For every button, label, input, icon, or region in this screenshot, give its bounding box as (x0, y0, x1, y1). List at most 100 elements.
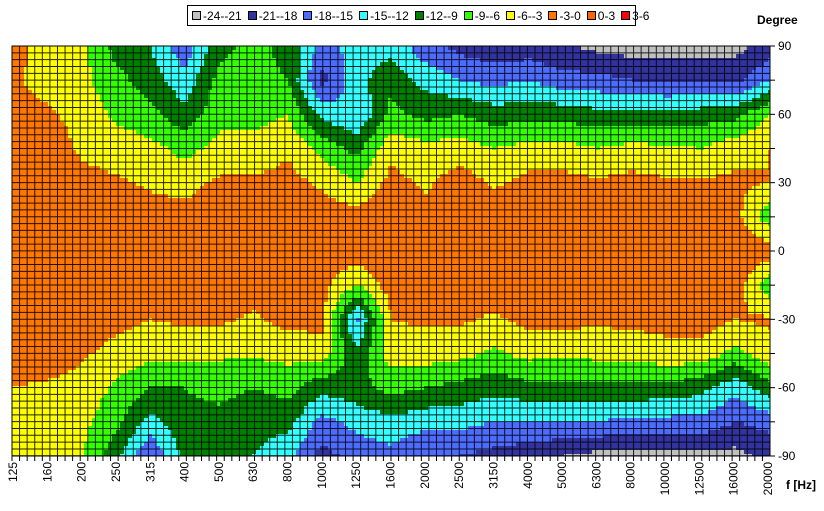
contour-cell (32, 134, 36, 138)
contour-cell (176, 438, 180, 442)
contour-cell (120, 362, 124, 366)
contour-cell (196, 342, 200, 346)
contour-cell (20, 438, 24, 442)
contour-cell (100, 350, 104, 354)
contour-cell (88, 282, 92, 286)
contour-cell (188, 46, 192, 50)
contour-cell (80, 378, 84, 382)
contour-cell (188, 90, 192, 94)
contour-cell (64, 114, 68, 118)
contour-cell (64, 198, 68, 202)
contour-cell (160, 366, 164, 370)
contour-cell (120, 278, 124, 282)
contour-cell (176, 366, 180, 370)
contour-cell (180, 370, 184, 374)
contour-cell (24, 162, 28, 166)
contour-cell (136, 118, 140, 122)
contour-cell (152, 210, 156, 214)
contour-cell (104, 150, 108, 154)
contour-cell (136, 378, 140, 382)
contour-cell (88, 50, 92, 54)
contour-cell (60, 66, 64, 70)
contour-cell (32, 438, 36, 442)
contour-cell (32, 294, 36, 298)
contour-cell (80, 330, 84, 334)
contour-cell (152, 234, 156, 238)
contour-cell (112, 314, 116, 318)
contour-cell (172, 134, 176, 138)
contour-cell (180, 230, 184, 234)
contour-cell (76, 226, 80, 230)
contour-cell (88, 442, 92, 446)
contour-cell (132, 350, 136, 354)
contour-cell (104, 374, 108, 378)
contour-cell (132, 366, 136, 370)
contour-cell (140, 362, 144, 366)
contour-cell (104, 102, 108, 106)
contour-cell (148, 206, 152, 210)
contour-cell (72, 314, 76, 318)
contour-cell (152, 390, 156, 394)
contour-cell (100, 294, 104, 298)
contour-cell (180, 162, 184, 166)
contour-cell (156, 238, 160, 242)
contour-cell (188, 246, 192, 250)
contour-cell (132, 414, 136, 418)
contour-cell (172, 46, 176, 50)
contour-cell (52, 330, 56, 334)
contour-cell (72, 46, 76, 50)
contour-cell (168, 454, 172, 456)
contour-cell (120, 98, 124, 102)
contour-cell (108, 314, 112, 318)
contour-cell (176, 190, 180, 194)
contour-cell (120, 422, 124, 426)
contour-cell (148, 278, 152, 282)
contour-cell (12, 306, 16, 310)
contour-cell (172, 182, 176, 186)
contour-cell (128, 246, 132, 250)
contour-cell (96, 54, 100, 58)
contour-cell (164, 214, 168, 218)
contour-cell (28, 326, 32, 330)
contour-cell (84, 214, 88, 218)
contour-cell (136, 322, 140, 326)
contour-cell (12, 294, 16, 298)
contour-cell (100, 378, 104, 382)
contour-cell (68, 434, 72, 438)
contour-cell (176, 402, 180, 406)
contour-cell (88, 434, 92, 438)
contour-cell (144, 114, 148, 118)
contour-cell (36, 86, 40, 90)
contour-cell (120, 50, 124, 54)
contour-cell (28, 342, 32, 346)
contour-cell (180, 318, 184, 322)
contour-cell (12, 258, 16, 262)
contour-cell (160, 362, 164, 366)
contour-cell (140, 374, 144, 378)
contour-cell (152, 334, 156, 338)
contour-cell (180, 190, 184, 194)
contour-cell (64, 318, 68, 322)
contour-cell (188, 438, 192, 442)
contour-cell (144, 382, 148, 386)
contour-cell (172, 198, 176, 202)
contour-cell (112, 210, 116, 214)
contour-cell (152, 330, 156, 334)
contour-cell (44, 438, 48, 442)
contour-cell (44, 378, 48, 382)
contour-cell (204, 62, 208, 66)
contour-cell (100, 206, 104, 210)
contour-cell (20, 286, 24, 290)
contour-cell (148, 274, 152, 278)
contour-cell (156, 390, 160, 394)
contour-cell (16, 170, 20, 174)
contour-cell (196, 422, 200, 426)
contour-cell (60, 254, 64, 258)
contour-cell (12, 382, 16, 386)
contour-cell (152, 374, 156, 378)
contour-cell (52, 234, 56, 238)
contour-cell (28, 262, 32, 266)
contour-cell (32, 98, 36, 102)
contour-cell (140, 438, 144, 442)
contour-cell (88, 106, 92, 110)
